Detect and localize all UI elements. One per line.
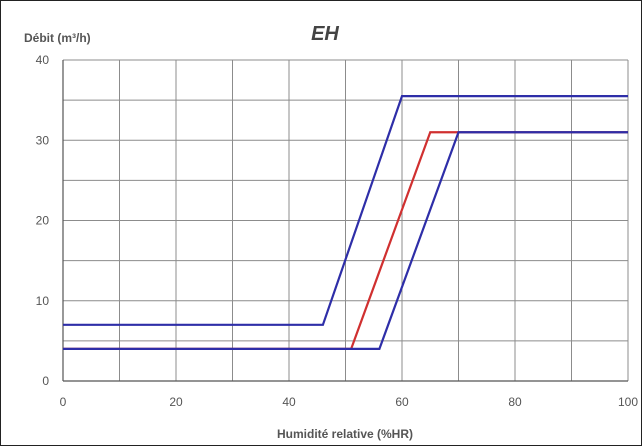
series-line-1 <box>63 95 628 326</box>
x-tick-label: 60 <box>395 395 409 409</box>
grid <box>62 59 629 382</box>
x-tick-label: 20 <box>169 395 183 409</box>
x-tick-label: 0 <box>60 395 67 409</box>
y-tick-label: 30 <box>36 133 50 147</box>
y-tick-label: 0 <box>42 374 49 388</box>
chart-title: EH <box>311 23 339 45</box>
y-tick-label: 40 <box>36 53 50 67</box>
series-lines <box>63 95 628 350</box>
y-axis-label: Débit (m³/h) <box>24 31 91 45</box>
tick-labels: 0 20 40 60 80 100 0 10 20 30 40 <box>36 53 639 409</box>
x-tick-label: 80 <box>508 395 522 409</box>
series-line-3 <box>63 131 628 350</box>
x-axis-label: Humidité relative (%HR) <box>277 427 413 441</box>
y-tick-label: 20 <box>36 214 50 228</box>
x-tick-label: 100 <box>618 395 638 409</box>
y-tick-label: 10 <box>36 294 50 308</box>
x-tick-label: 40 <box>282 395 296 409</box>
